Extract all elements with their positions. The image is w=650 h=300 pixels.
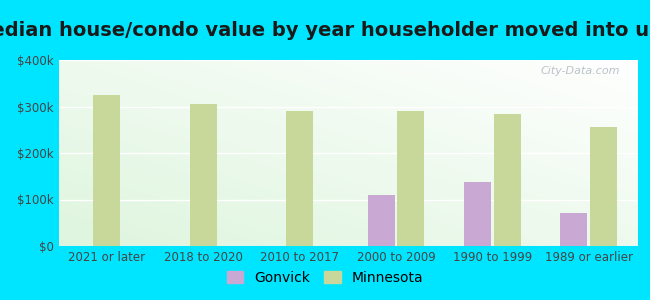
Bar [560, 212, 588, 246]
Bar [190, 104, 216, 246]
Legend: Gonvick, Minnesota: Gonvick, Minnesota [221, 265, 429, 290]
Bar [286, 111, 313, 246]
Text: City-Data.com: City-Data.com [540, 66, 619, 76]
Bar [93, 95, 120, 246]
Bar [590, 128, 617, 246]
Text: Median house/condo value by year householder moved into unit: Median house/condo value by year househo… [0, 21, 650, 40]
Bar [494, 114, 521, 246]
Bar [368, 195, 395, 246]
Bar [464, 182, 491, 246]
Bar [397, 111, 424, 246]
